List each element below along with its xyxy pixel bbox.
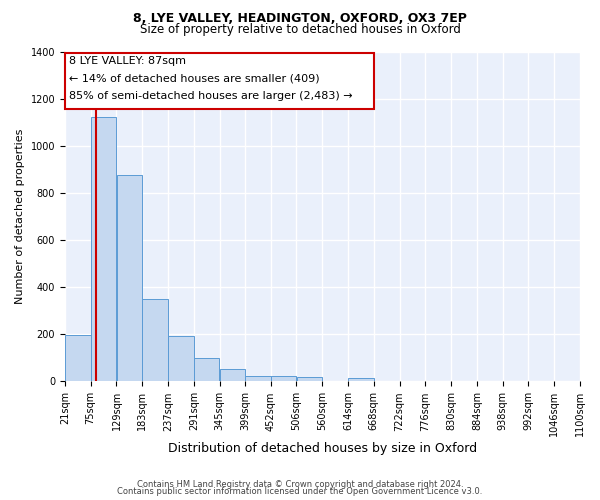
- Text: Size of property relative to detached houses in Oxford: Size of property relative to detached ho…: [140, 22, 460, 36]
- Text: Contains public sector information licensed under the Open Government Licence v3: Contains public sector information licen…: [118, 487, 482, 496]
- Text: 8 LYE VALLEY: 87sqm: 8 LYE VALLEY: 87sqm: [69, 56, 186, 66]
- Text: Contains HM Land Registry data © Crown copyright and database right 2024.: Contains HM Land Registry data © Crown c…: [137, 480, 463, 489]
- Bar: [271, 376, 296, 382]
- Text: 85% of semi-detached houses are larger (2,483) →: 85% of semi-detached houses are larger (…: [69, 91, 352, 101]
- Bar: [194, 358, 220, 382]
- Bar: [296, 377, 322, 382]
- Bar: [142, 299, 168, 382]
- Text: ← 14% of detached houses are smaller (409): ← 14% of detached houses are smaller (40…: [69, 73, 319, 83]
- Bar: [220, 369, 245, 382]
- Bar: [116, 174, 142, 382]
- Bar: [65, 335, 91, 382]
- Bar: [91, 118, 116, 382]
- X-axis label: Distribution of detached houses by size in Oxford: Distribution of detached houses by size …: [168, 442, 477, 455]
- Bar: [348, 378, 374, 382]
- FancyBboxPatch shape: [65, 52, 374, 109]
- Y-axis label: Number of detached properties: Number of detached properties: [15, 129, 25, 304]
- Text: 8, LYE VALLEY, HEADINGTON, OXFORD, OX3 7EP: 8, LYE VALLEY, HEADINGTON, OXFORD, OX3 7…: [133, 12, 467, 26]
- Bar: [168, 336, 194, 382]
- Bar: [245, 376, 271, 382]
